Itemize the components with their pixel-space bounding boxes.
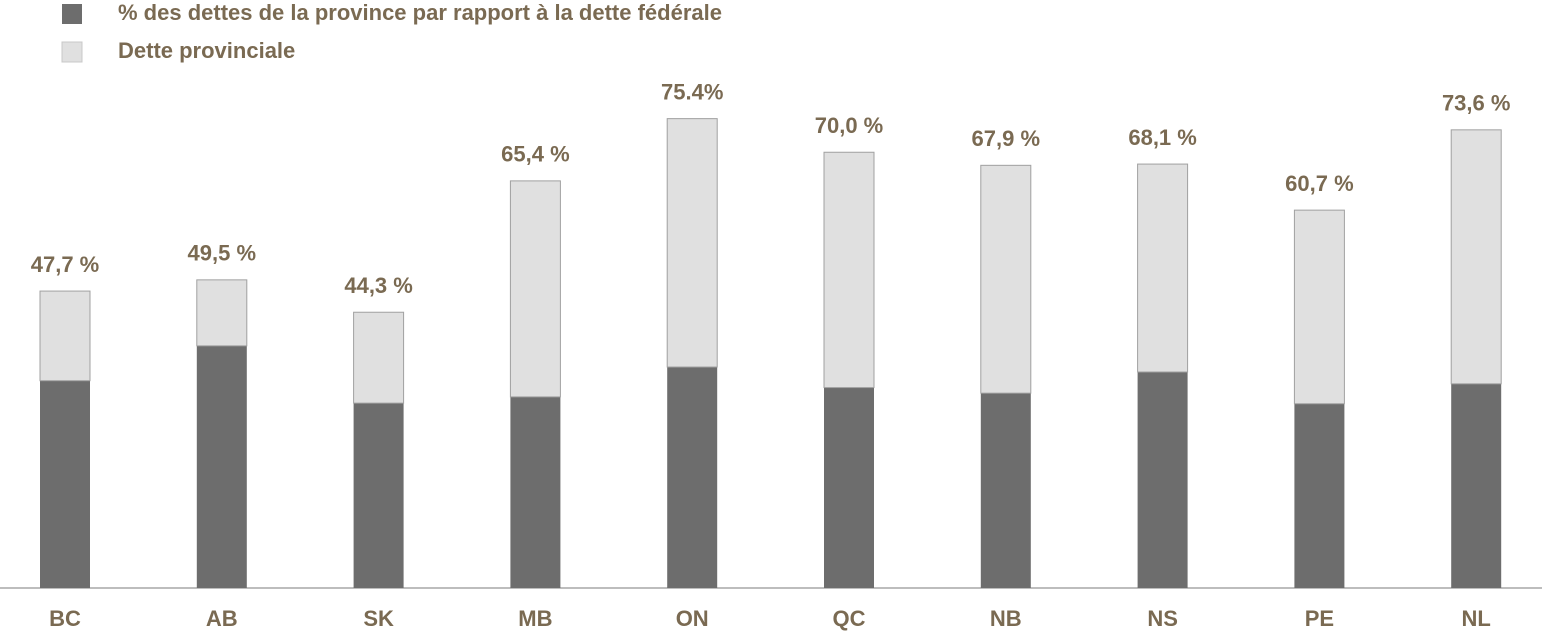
bar-segment — [823, 151, 875, 389]
x-tick-label: SK — [363, 606, 394, 631]
x-tick-label: NB — [990, 606, 1022, 631]
bar-segment — [353, 403, 404, 588]
legend-label: % des dettes de la province par rapport … — [118, 0, 722, 25]
total-label: 70,0 % — [815, 113, 884, 138]
total-label: 73,6 % — [1442, 91, 1511, 116]
total-label: 60,7 % — [1285, 171, 1354, 196]
total-label: 67,9 % — [972, 126, 1041, 151]
bar-segment — [353, 311, 405, 404]
total-label: 47,7 % — [31, 252, 100, 277]
bar-segment — [980, 393, 1031, 588]
bar-segment — [509, 180, 561, 398]
bar-segment — [824, 387, 874, 588]
total-label: 44,3 % — [344, 273, 413, 298]
bar-segment — [1451, 383, 1502, 588]
x-tick-label: NL — [1462, 606, 1491, 631]
bar-segment — [666, 118, 718, 368]
legend-swatch — [62, 4, 82, 24]
total-label: 49,5 % — [188, 241, 257, 266]
x-tick-label: PE — [1305, 606, 1334, 631]
bar-segment — [196, 345, 247, 588]
total-label: 65,4 % — [501, 142, 570, 167]
bar-segment — [40, 380, 90, 588]
legend-swatch — [61, 41, 83, 63]
bar-segment — [510, 396, 561, 588]
bar-segment — [667, 367, 718, 588]
x-tick-label: ON — [676, 606, 709, 631]
bar-segment — [1294, 403, 1345, 588]
total-label: 68,1 % — [1128, 125, 1197, 150]
total-label: 75.4% — [661, 79, 723, 104]
bar-segment — [39, 290, 91, 382]
bar-segment — [1450, 129, 1502, 385]
x-tick-label: BC — [49, 606, 81, 631]
x-tick-label: AB — [206, 606, 238, 631]
x-tick-label: QC — [833, 606, 866, 631]
legend-label: Dette provinciale — [118, 38, 295, 63]
bar-segment — [1293, 209, 1345, 405]
bar-segment — [980, 164, 1032, 394]
bar-segment — [1137, 163, 1189, 373]
x-tick-label: MB — [518, 606, 552, 631]
x-tick-label: NS — [1147, 606, 1178, 631]
bar-segment — [196, 279, 248, 347]
bar-segment — [1137, 371, 1188, 588]
